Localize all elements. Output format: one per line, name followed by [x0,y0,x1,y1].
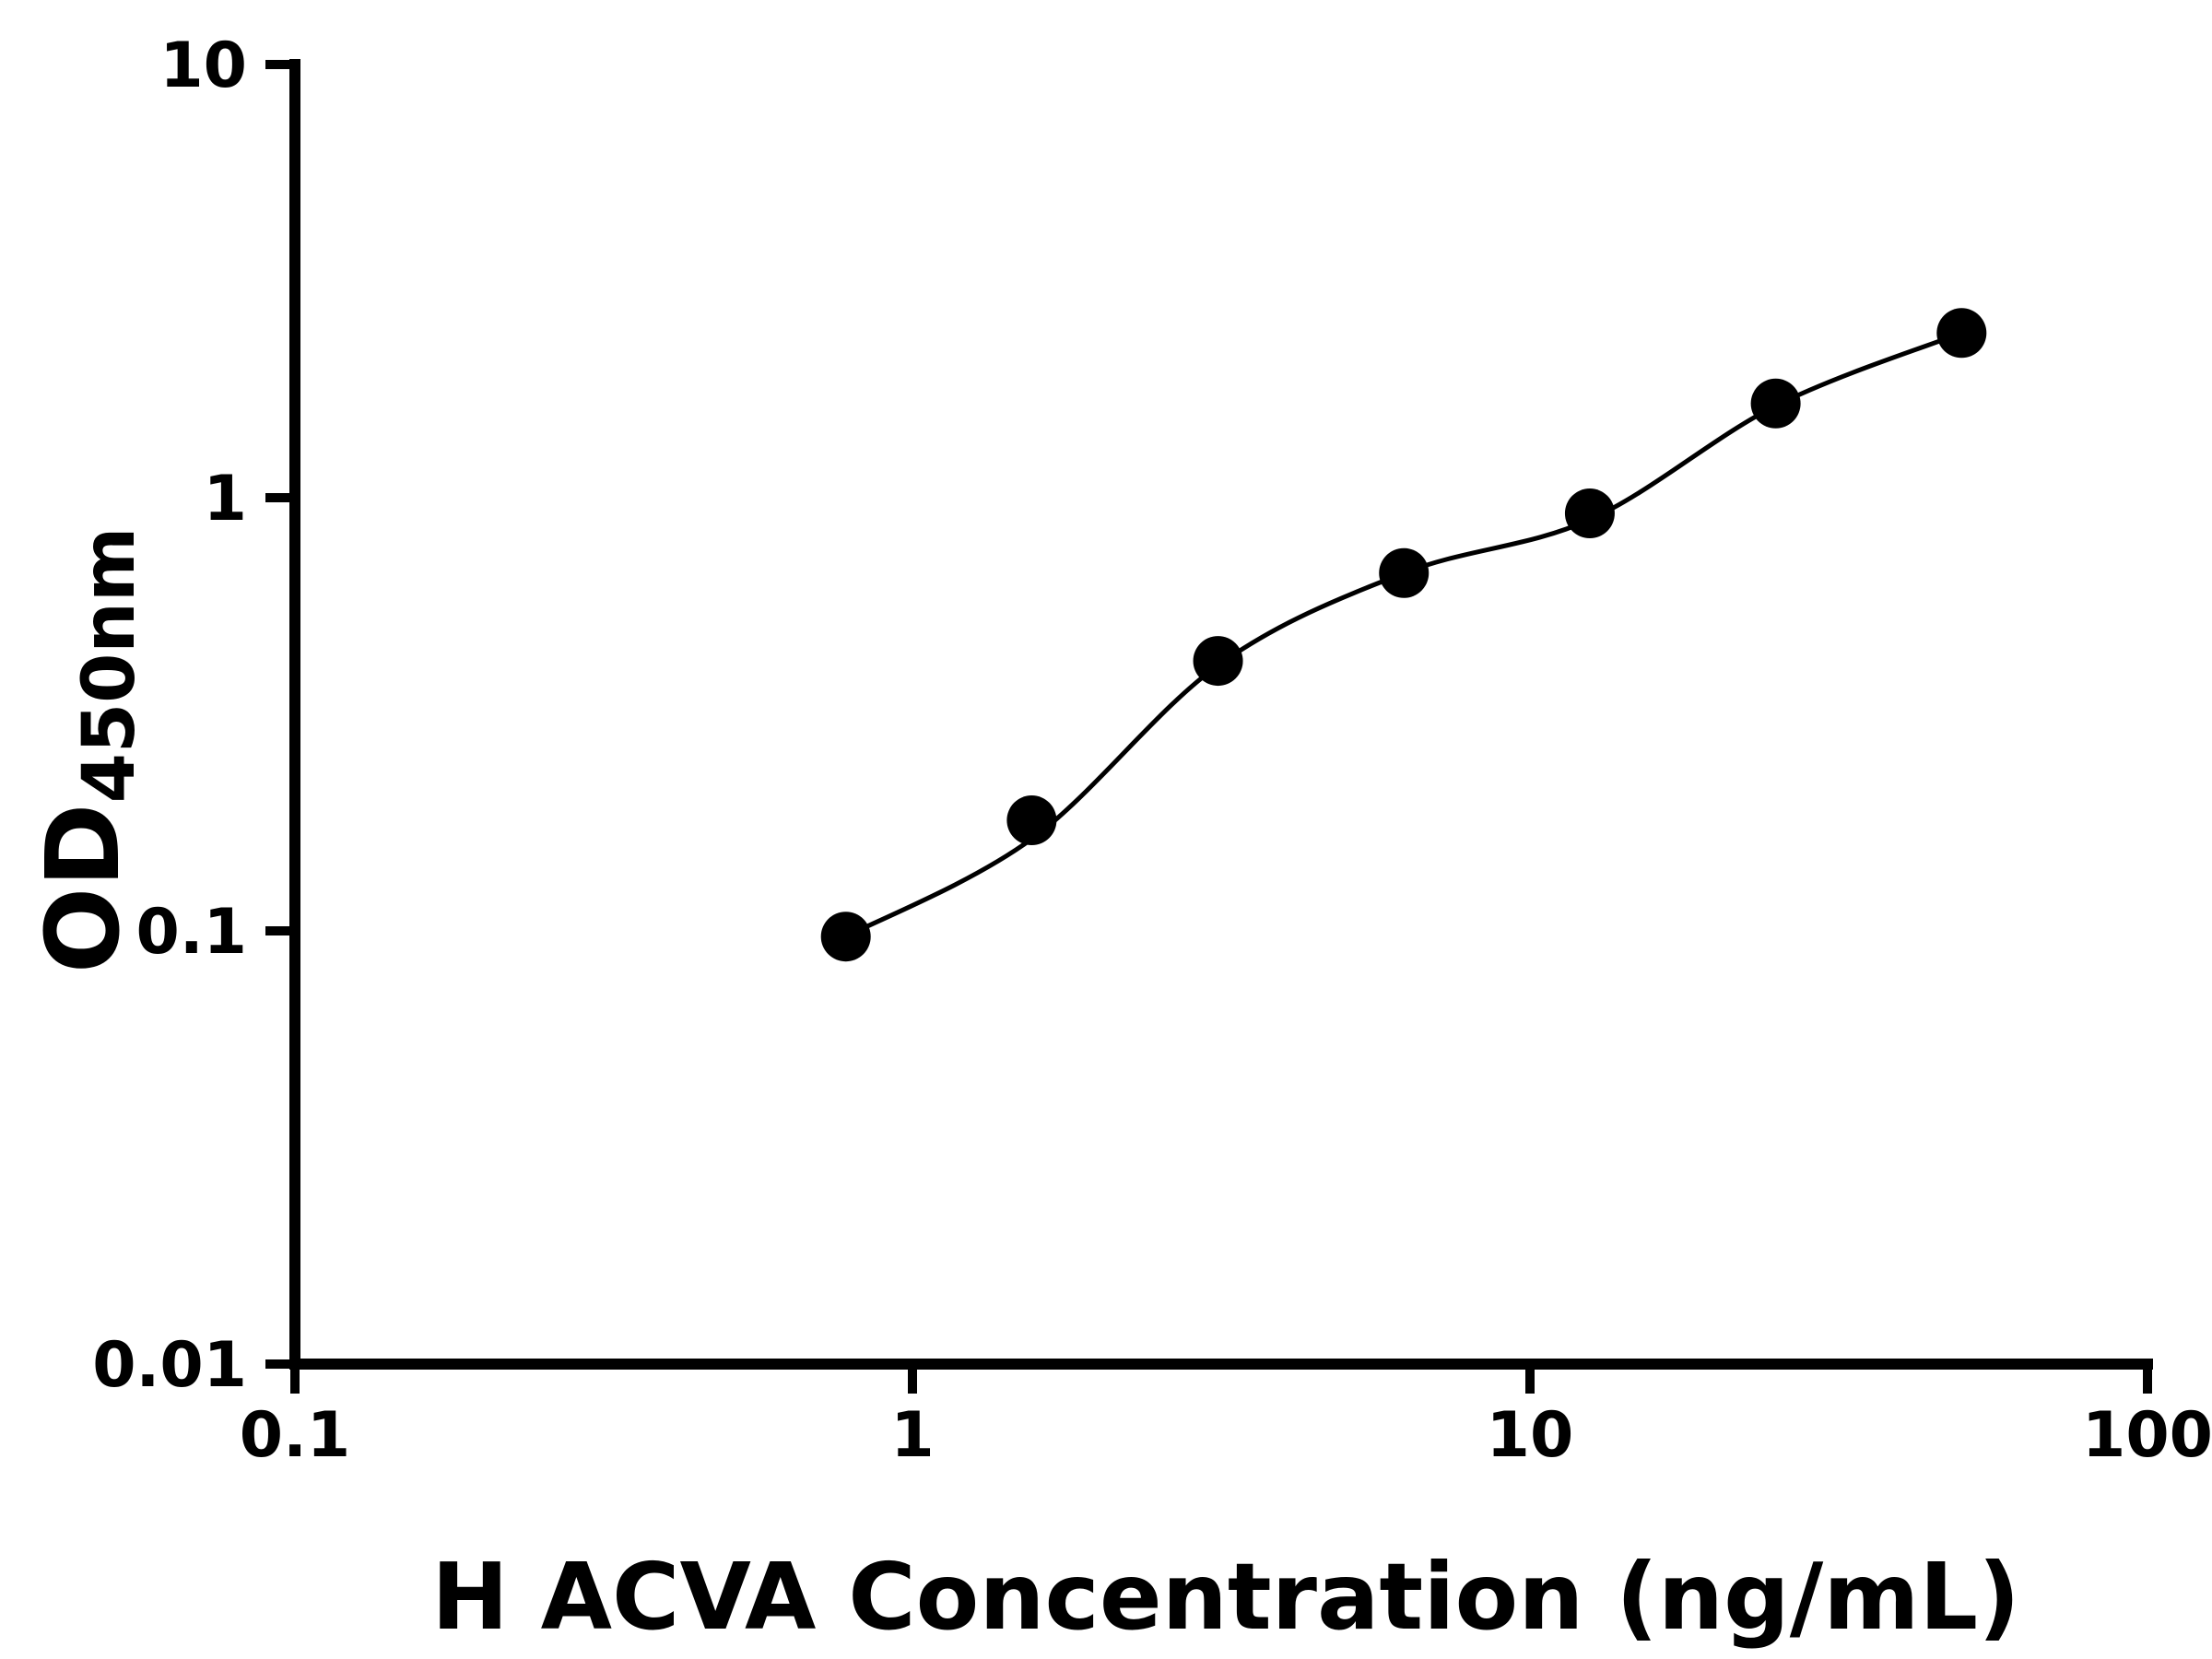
y-tick-label: 10 [159,29,247,102]
y-axis-title-main: OD [24,803,142,974]
data-point [1750,378,1801,429]
data-point [1564,488,1615,539]
x-tick-label: 10 [1487,1399,1574,1472]
x-tick-label: 100 [2082,1399,2212,1472]
x-axis-title: H ACVA Concentration (ng/mL) [300,1547,2152,1648]
data-point [1006,795,1057,846]
data-point [1936,308,1987,359]
x-axis-title-text: H ACVA Concentration (ng/mL) [431,1543,2020,1651]
data-point [820,912,871,962]
y-axis-title: OD450nm [18,428,151,1073]
fit-curve [844,330,1963,939]
y-axis-title-subscript: 450nm [68,526,152,804]
y-tick-label: 0.01 [92,1329,247,1402]
y-tick-label: 0.1 [136,896,247,969]
data-point [1379,547,1430,598]
y-tick-label: 1 [204,463,247,535]
data-point [1193,636,1243,687]
x-tick-label: 1 [890,1399,934,1472]
x-tick-label: 0.1 [240,1399,350,1472]
